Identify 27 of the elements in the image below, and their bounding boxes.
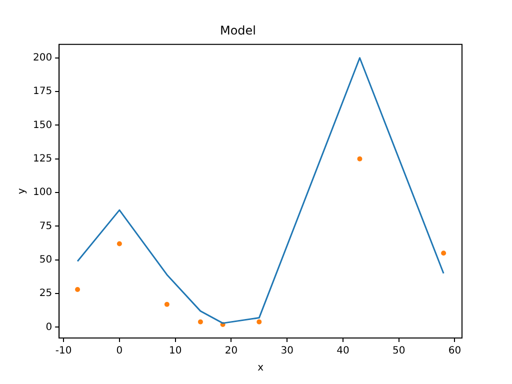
x-tick-label: -10 — [55, 346, 72, 357]
x-axis-title: x — [258, 362, 264, 374]
y-tick-label: 0 — [46, 322, 52, 333]
y-tick-label: 100 — [32, 187, 52, 198]
y-tick-label: 175 — [32, 86, 52, 98]
y-tick-label: 50 — [39, 254, 52, 266]
point — [198, 319, 203, 324]
x-tick-label: 50 — [392, 346, 406, 357]
x-tick-label: 0 — [116, 346, 123, 357]
point — [441, 250, 446, 256]
x-tick-label: 60 — [448, 346, 462, 357]
x-tick-label: 30 — [280, 346, 294, 357]
y-tick-label: 25 — [39, 288, 52, 300]
point — [164, 302, 170, 307]
chart-title: Model — [220, 23, 256, 38]
x-tick-label: 10 — [168, 346, 182, 357]
y-axis-title: y — [16, 188, 28, 194]
point — [75, 287, 80, 292]
y-tick-label: 200 — [32, 52, 52, 64]
point — [357, 156, 362, 162]
x-tick-label: 40 — [336, 346, 350, 357]
y-tick-label: 150 — [32, 120, 52, 131]
point — [256, 319, 262, 324]
y-tick-label: 75 — [39, 220, 52, 232]
y-tick-label: 125 — [32, 153, 52, 164]
x-tick-label: 20 — [224, 346, 238, 357]
point — [116, 241, 122, 246]
